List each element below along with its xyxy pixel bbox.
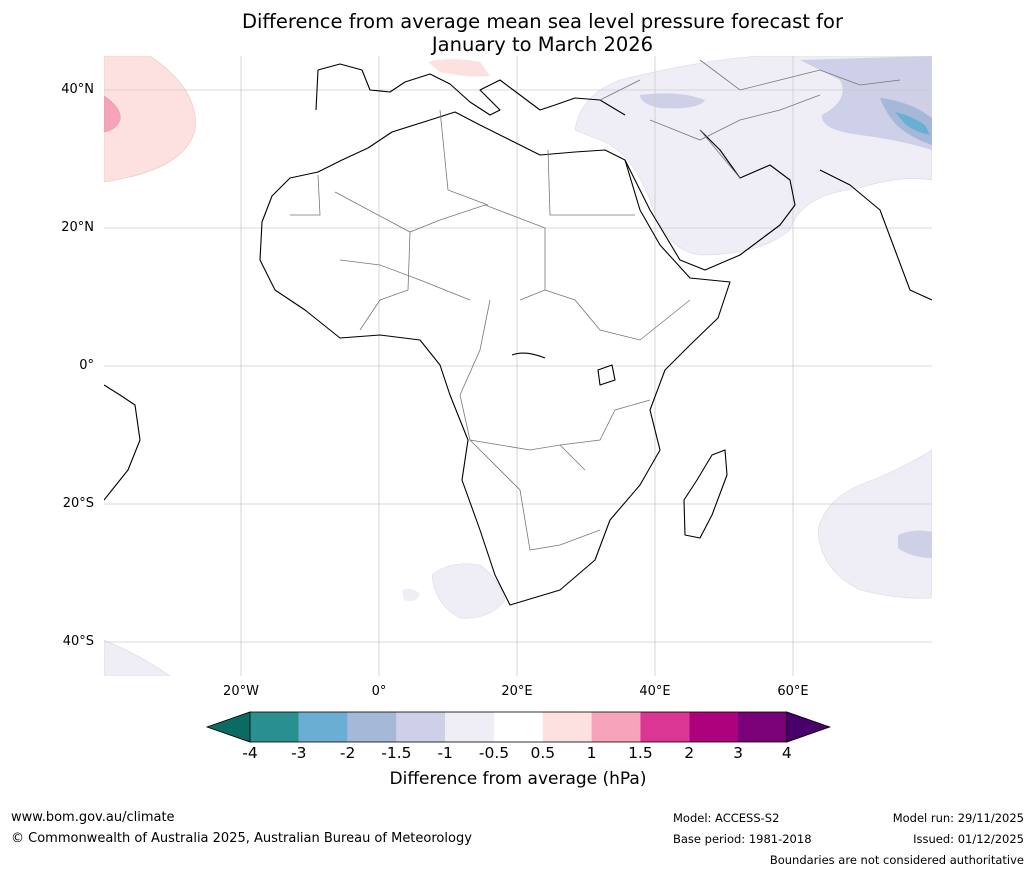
colorbar-segment	[250, 712, 299, 742]
anomaly-strong-positive-atlantic	[104, 95, 121, 133]
lake-victoria	[597, 364, 616, 386]
south-america-coastline	[104, 384, 141, 501]
colorbar-under-arrow	[205, 711, 251, 743]
colorbar-segment	[445, 712, 494, 742]
colorbar-segment	[494, 712, 543, 742]
arabian-peninsula-coastline	[624, 129, 796, 271]
colorbar-tick-label: 0.5	[530, 744, 556, 762]
colorbar-tick-label: -0.5	[478, 744, 510, 762]
red-sea-inlet	[511, 352, 546, 359]
lon-label-60e: 60°E	[777, 684, 809, 699]
colorbar-border	[249, 711, 788, 743]
colorbar-segment	[542, 712, 592, 742]
anomaly-positive-mediterranean	[428, 59, 490, 77]
colorbar-segment	[689, 712, 738, 742]
footer-disclaimer: Boundaries are not considered authoritat…	[769, 853, 1024, 867]
lat-label-20s: 20°S	[62, 496, 94, 511]
colorbar-tick-label: -2	[339, 744, 356, 762]
colorbar-segment	[738, 712, 787, 742]
anomaly-negative-southern-indian	[817, 449, 932, 599]
colorbar-tick-label: -4	[242, 744, 258, 762]
lon-label-0: 0°	[371, 684, 387, 699]
colorbar-segment	[347, 712, 397, 742]
lat-label-40n: 40°N	[61, 82, 94, 97]
lon-label-20e: 20°E	[501, 684, 533, 699]
colorbar-segment	[640, 712, 690, 742]
colorbar-tick-label: -3	[291, 744, 307, 762]
colorbar-segment	[591, 712, 641, 742]
anomaly-negative-south-atlantic-small	[402, 588, 420, 602]
colorbar-tick-label: 2	[684, 744, 695, 762]
footer-website: www.bom.gov.au/climate	[11, 810, 175, 825]
colorbar-over-arrow	[786, 711, 832, 743]
colorbar-tick-label: 4	[781, 744, 792, 762]
title-line-2: January to March 2026	[431, 33, 654, 56]
title-line-1: Difference from average mean sea level p…	[242, 10, 843, 33]
colorbar-tick-label: -1	[437, 744, 453, 762]
country-borders	[290, 59, 901, 551]
map-title: Difference from average mean sea level p…	[0, 10, 1035, 56]
footer-model-run: Model run: 29/11/2025	[892, 811, 1024, 825]
anomaly-negative-persia	[640, 93, 705, 109]
colorbar-segment	[298, 712, 348, 742]
lon-label-40e: 40°E	[639, 684, 671, 699]
anomaly-negative-south-atlantic	[431, 563, 506, 619]
lon-label-20w: 20°W	[223, 684, 259, 699]
india-coastline	[819, 169, 932, 301]
europe-coastline	[315, 63, 626, 116]
footer-copyright: © Commonwealth of Australia 2025, Austra…	[11, 831, 472, 846]
colorbar-label: Difference from average (hPa)	[389, 769, 647, 789]
africa-coastline	[259, 111, 731, 606]
anomaly-positive-atlantic	[104, 56, 196, 183]
lat-label-20n: 20°N	[61, 220, 94, 235]
anomaly-negative-southern-indian-core	[898, 530, 932, 558]
footer-base-period: Base period: 1981-2018	[673, 832, 812, 846]
colorbar-segment	[396, 712, 446, 742]
gridlines	[104, 56, 932, 676]
anomaly-deep-negative-himalaya	[895, 112, 930, 135]
colorbar-tick-label: 1	[586, 744, 597, 762]
footer-issued: Issued: 01/12/2025	[913, 832, 1024, 846]
colorbar-tick-label: 3	[733, 744, 743, 762]
colorbar-tick-label: -1.5	[381, 744, 412, 762]
lat-label-40s: 40°S	[62, 634, 94, 649]
madagascar-coastline	[683, 449, 728, 539]
lat-label-equator: 0°	[79, 358, 94, 373]
footer-model: Model: ACCESS-S2	[673, 811, 780, 825]
colorbar	[205, 711, 832, 743]
colorbar-tick-label: 1.5	[628, 744, 653, 762]
anomaly-negative-southwest	[104, 639, 171, 676]
